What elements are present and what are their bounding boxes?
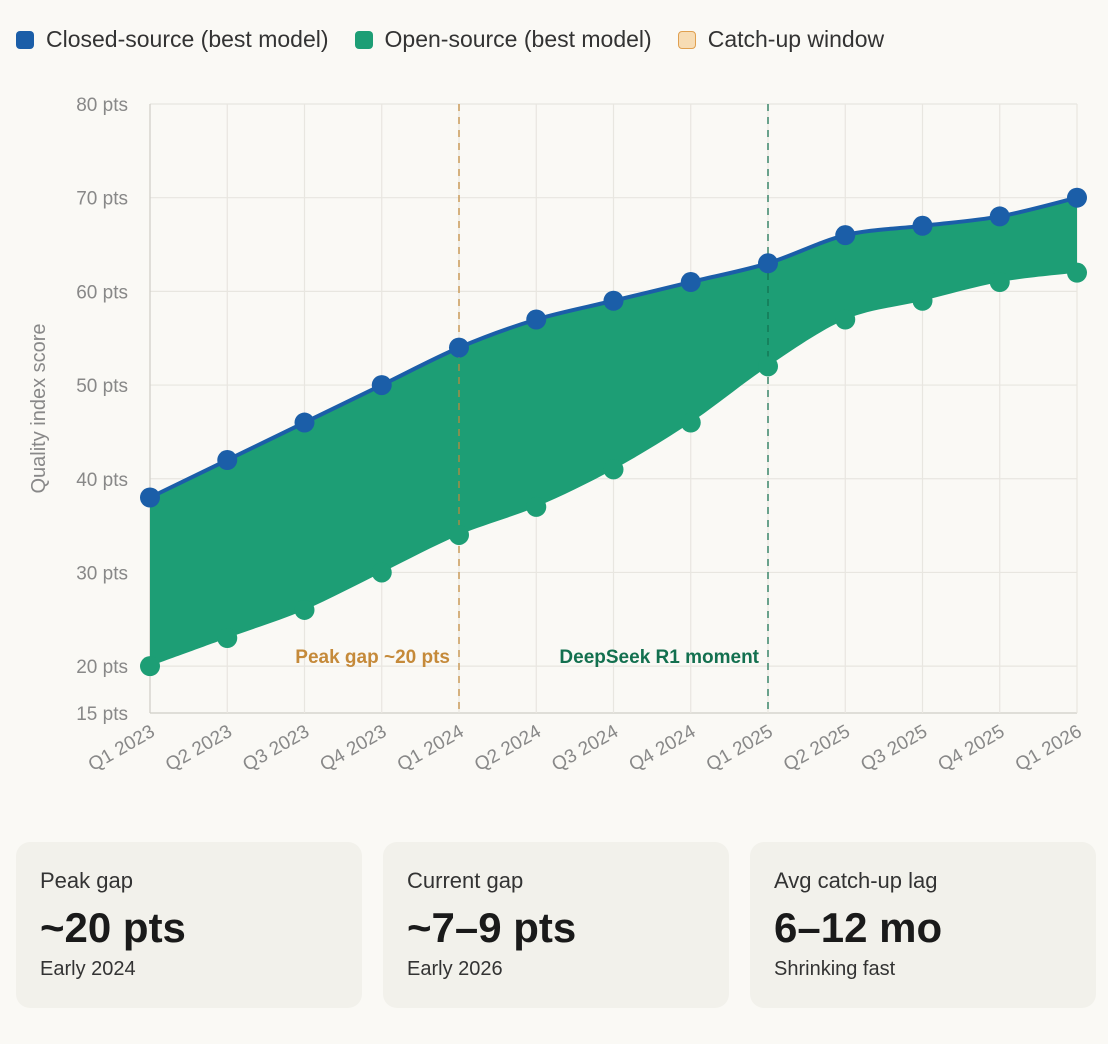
closed-source-point <box>526 309 547 330</box>
x-tick-label: Q3 2023 <box>239 721 313 776</box>
x-tick-label: Q1 2026 <box>1012 721 1086 776</box>
closed-source-point <box>989 206 1010 227</box>
closed-source-point <box>680 272 701 293</box>
card-value: ~7–9 pts <box>407 904 577 951</box>
y-tick-label: 40 pts <box>76 470 128 491</box>
closed-source-point <box>217 450 238 471</box>
card-sub: Early 2024 <box>40 958 136 980</box>
open-source-point <box>680 412 701 433</box>
x-tick-label: Q2 2025 <box>780 721 854 776</box>
legend-label: Open-source (best model) <box>384 26 652 52</box>
legend-label: Catch-up window <box>707 26 885 52</box>
open-source-point <box>835 309 856 330</box>
x-tick-label: Q2 2024 <box>471 721 545 776</box>
x-tick-label: Q2 2023 <box>162 721 236 776</box>
y-tick-label: 80 pts <box>76 95 128 116</box>
y-tick-label: 60 pts <box>76 282 128 303</box>
x-tick-label: Q1 2023 <box>85 721 159 776</box>
x-tick-label: Q1 2024 <box>394 721 468 776</box>
open-source-point <box>449 524 469 545</box>
closed-source-point <box>603 290 624 311</box>
card-sub: Early 2026 <box>407 958 503 980</box>
legend-swatch <box>354 30 373 49</box>
open-source-point <box>989 272 1010 293</box>
open-source-point <box>217 628 238 649</box>
open-source-point <box>603 459 624 480</box>
summary-cards: Peak gap ~20 pts Early 2024 Current gap … <box>16 842 1096 1008</box>
y-tick-label: 30 pts <box>76 563 128 584</box>
annotation-label: DeepSeek R1 moment <box>559 647 759 668</box>
closed-source-point <box>758 253 778 274</box>
x-tick-label: Q3 2024 <box>548 721 622 776</box>
card-label: Avg catch-up lag <box>774 868 938 893</box>
open-source-point <box>912 290 933 311</box>
x-tick-label: Q3 2025 <box>857 721 931 776</box>
card-sub: Shrinking fast <box>774 958 896 980</box>
legend-item-closed: Closed-source (best model) <box>16 26 329 53</box>
closed-source-point <box>912 215 933 236</box>
open-source-point <box>1067 262 1087 283</box>
closed-source-point <box>835 225 856 246</box>
x-tick-label: Q1 2025 <box>703 721 777 776</box>
card-label: Current gap <box>407 868 524 893</box>
legend-swatch <box>16 30 34 49</box>
y-tick-label: 70 pts <box>76 189 128 210</box>
y-tick-label: 20 pts <box>76 657 128 678</box>
card-value: 6–12 mo <box>774 904 943 951</box>
legend-item-catchup: Catch-up window <box>677 26 885 53</box>
closed-source-point <box>371 375 392 396</box>
chart: 15 pts 20 pts 30 pts 40 pts 50 pts 60 pts 70 p… <box>28 95 1087 776</box>
card-peak-gap: Peak gap ~20 pts Early 2024 <box>16 842 362 1008</box>
open-source-point <box>371 562 392 583</box>
y-tick-label: 15 pts <box>76 704 128 725</box>
open-source-point <box>758 356 778 377</box>
x-tick-label: Q4 2024 <box>626 721 700 776</box>
x-tick-label: Q4 2023 <box>317 721 391 776</box>
open-source-point <box>140 656 160 677</box>
annotation-label: Peak gap ~20 pts <box>295 647 450 668</box>
legend-swatch <box>677 30 696 49</box>
y-axis-label: Quality index score <box>28 323 50 493</box>
chart-legend: Closed-source (best model) Open-source (… <box>16 26 884 53</box>
closed-source-point <box>449 337 469 358</box>
card-value: ~20 pts <box>40 904 186 951</box>
x-tick-label: Q4 2025 <box>935 721 1009 776</box>
closed-source-point <box>140 487 160 508</box>
y-tick-label: 50 pts <box>76 376 128 397</box>
card-label: Peak gap <box>40 868 133 893</box>
legend-item-open: Open-source (best model) <box>354 26 652 53</box>
open-source-point <box>526 496 547 517</box>
card-catchup-lag: Avg catch-up lag 6–12 mo Shrinking fast <box>750 842 1096 1008</box>
open-source-point <box>294 599 315 620</box>
closed-source-point <box>1067 187 1087 208</box>
legend-label: Closed-source (best model) <box>46 26 329 52</box>
closed-source-point <box>294 412 315 433</box>
card-current-gap: Current gap ~7–9 pts Early 2026 <box>383 842 729 1008</box>
